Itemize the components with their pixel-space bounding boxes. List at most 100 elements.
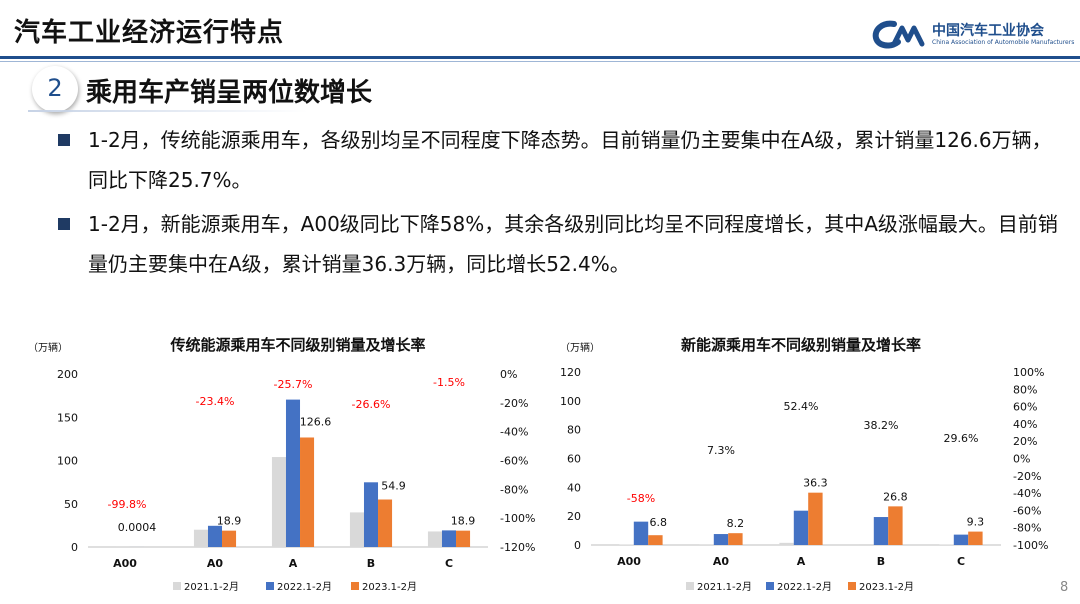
growth-label-a00: -58% [627,492,655,505]
y2-tick-label: 100% [1013,366,1044,379]
y-tick-label: 20 [567,510,581,523]
bar-a0-series-1 [193,529,208,547]
growth-label-a: -25.7% [274,378,313,391]
growth-label-a0: 7.3% [707,444,735,457]
category-label-b: B [367,557,375,570]
y2-tick-label: -80% [1013,522,1041,535]
y-axis-unit-label: （万辆） [560,341,600,354]
legend-label-3: 2023.1-2月 [362,581,417,593]
square-bullet-icon [58,134,70,146]
y2-tick-label: -20% [1013,470,1041,483]
bar-b-series-3 [888,506,903,545]
growth-label-c: -1.5% [433,376,465,389]
y2-tick-label: -80% [500,483,528,496]
legend-swatch-3 [351,582,359,590]
legend-swatch-1 [173,582,181,590]
bar-a-series-2 [285,399,301,547]
chart-nev-svg: 新能源乘用车不同级别销量及增长率 （万辆） 0 20 40 60 80 100 120 100% 8… [560,336,1048,593]
y2-tick-label: -120% [500,541,535,554]
bar-b-series-2 [873,517,889,545]
bullet-text: 1-2月，新能源乘用车，A00级同比下降58%，其余各级别同比均呈不同程度增长，… [88,212,1058,276]
chart-traditional-svg: 传统能源乘用车不同级别销量及增长率 （万辆） 0 50 100 150 200 0% -20% -… [28,336,535,593]
chart-nev-passenger: 新能源乘用车不同级别销量及增长率 （万辆） 0 20 40 60 80 100 120 100% 8… [556,318,1076,600]
y2-tick-label: -20% [500,397,528,410]
y-tick-label: 120 [560,366,581,379]
chart-title: 传统能源乘用车不同级别销量及增长率 [169,336,425,354]
category-label-c: C [957,555,965,568]
y-tick-label: 0 [71,541,78,554]
bar-a00-series-3 [648,535,663,545]
bar-a0-series-3 [728,533,743,545]
growth-label-b: -26.6% [352,398,391,411]
section-heading: 2 乘用车产销呈两位数增长 [28,64,648,114]
bar-a-series-1 [271,457,286,547]
y2-tick-label: 20% [1013,435,1037,448]
legend-label-2: 2022.1-2月 [277,581,332,593]
legend-label-3: 2023.1-2月 [859,581,914,593]
y2-tick-label: -40% [500,426,528,439]
legend-swatch-3 [848,582,856,590]
bar-a0-series-3 [222,530,237,547]
data-label-a: 126.6 [300,415,332,428]
legend-swatch-2 [766,582,774,590]
data-label-b: 54.9 [381,480,406,493]
data-label-c: 9.3 [967,516,985,529]
y-axis-unit-label: （万辆） [28,341,68,354]
bar-c-series-2 [953,534,969,545]
page-title: 汽车工业经济运行特点 [14,18,285,48]
bar-c-series-2 [441,530,457,547]
y-tick-label: 100 [560,395,581,408]
square-bullet-icon [58,218,70,230]
bar-c-series-1 [939,544,954,545]
bar-a0-series-2 [713,534,729,545]
bar-b-series-1 [349,512,364,547]
logo-english-name: China Association of Automobile Manufact… [932,39,1075,46]
y-tick-label: 200 [57,368,78,381]
bar-c-series-3 [456,530,471,547]
bar-a00-series-2 [633,521,649,545]
legend-label-1: 2021.1-2月 [184,581,239,593]
y2-tick-label: -60% [1013,504,1041,517]
data-label-a00: 0.0004 [118,521,157,534]
bullet-list: 1-2月，传统能源乘用车，各级别均呈不同程度下降态势。目前销量仍主要集中在A级，… [58,120,1058,284]
slide-header: 汽车工业经济运行特点 中国汽车工业协会 China Association of… [0,0,1080,62]
section-number: 2 [47,74,63,102]
category-label-a0: A0 [207,557,224,570]
growth-label-c: 29.6% [944,432,979,445]
header-divider [0,56,1080,59]
category-label-c: C [445,557,453,570]
y-tick-label: 100 [57,455,78,468]
y-tick-label: 50 [64,498,78,511]
y-tick-label: 80 [567,424,581,437]
data-label-a00: 6.8 [650,516,668,529]
y-tick-label: 150 [57,411,78,424]
y2-tick-label: -60% [500,455,528,468]
bar-c-series-1 [427,531,442,547]
bullet-text: 1-2月，传统能源乘用车，各级别均呈不同程度下降态势。目前销量仍主要集中在A级，… [88,128,1052,192]
y2-tick-label: -100% [500,512,535,525]
section-number-badge: 2 [32,66,78,112]
y2-tick-label: 40% [1013,418,1037,431]
logo-chinese-name: 中国汽车工业协会 [932,23,1044,39]
y-tick-label: 40 [567,481,581,494]
section-underline [28,110,308,112]
y2-tick-label: -40% [1013,487,1041,500]
bar-c-series-3 [968,531,983,545]
bar-a-series-2 [793,510,809,545]
y2-tick-label: 0% [1013,453,1030,466]
data-label-a: 36.3 [803,477,828,490]
category-label-a00: A00 [617,555,641,568]
data-label-b: 26.8 [883,490,908,503]
header-divider-thin [0,61,1080,62]
growth-label-a00: -99.8% [108,498,147,511]
legend-label-1: 2021.1-2月 [697,581,752,593]
bar-a0-series-1 [699,544,714,545]
caam-logo: 中国汽车工业协会 China Association of Automobile… [872,18,1075,52]
page-number: 8 [1060,580,1069,595]
y2-tick-label: -100% [1013,539,1048,552]
bar-a-series-1 [779,542,794,545]
data-label-a0: 8.2 [727,517,745,530]
bar-b-series-3 [378,499,393,547]
section-title: 乘用车产销呈两位数增长 [86,78,373,108]
y-tick-label: 60 [567,453,581,466]
